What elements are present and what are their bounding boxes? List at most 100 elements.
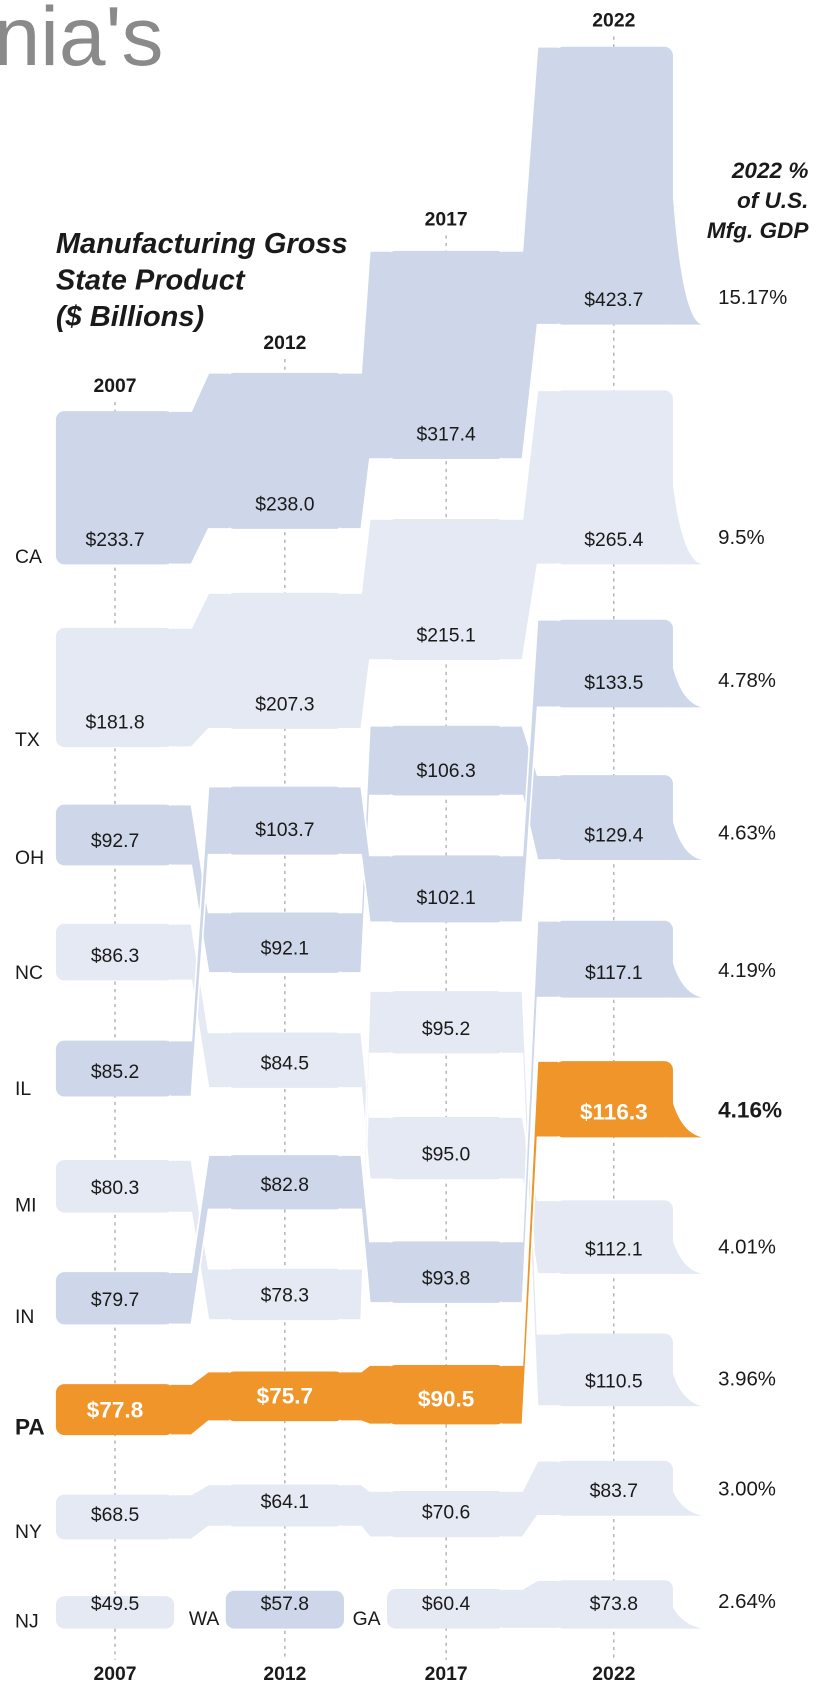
value-label: $233.7 (85, 529, 144, 551)
state-box (55, 627, 175, 748)
value-label: $103.7 (255, 819, 314, 841)
value-label: $423.7 (584, 289, 643, 311)
share-label: 15.17% (718, 287, 787, 309)
share-label: 4.16% (718, 1098, 782, 1123)
share-label: 9.5% (718, 527, 765, 549)
state-label: NJ (15, 1610, 39, 1632)
value-label: $112.1 (585, 1238, 643, 1260)
ribbon (500, 46, 560, 460)
state-box (554, 1460, 673, 1516)
state-box (55, 1384, 175, 1436)
state-label: CA (15, 546, 42, 568)
state-label: PA (15, 1415, 45, 1440)
chart-title: Manufacturing Gross (56, 228, 348, 260)
state-box (55, 923, 175, 981)
share-label: 3.96% (718, 1369, 776, 1391)
state-label: IN (15, 1306, 34, 1328)
value-label: $70.6 (422, 1502, 470, 1524)
state-box (387, 991, 506, 1054)
boxes (55, 46, 702, 1629)
ribbon (169, 785, 231, 1098)
value-label: $57.8 (261, 1593, 309, 1615)
ribbon (500, 1460, 560, 1539)
value-label: $80.3 (91, 1177, 139, 1199)
box-flare (666, 628, 702, 708)
value-label: $181.8 (85, 712, 144, 734)
ribbons (114, 36, 615, 1660)
labels: 2007 2007 2012 2012 2017 2017 2022 2022 $233.7 $2… (15, 10, 787, 1684)
year-label: 2007 (94, 1663, 137, 1684)
state-box (225, 1590, 344, 1629)
state-box (225, 1032, 344, 1088)
value-label: $117.1 (585, 962, 643, 984)
box-flare (666, 1588, 702, 1629)
value-label: $86.3 (91, 945, 139, 967)
state-box (55, 1159, 175, 1213)
year-label: 2022 (592, 10, 635, 32)
title-fragment: nia's (0, 0, 163, 83)
value-label: $106.3 (417, 760, 476, 782)
value-label: $49.5 (91, 1593, 139, 1615)
state-box (55, 1272, 175, 1325)
share-header: Mfg. GDP (707, 218, 809, 243)
year-label: 2012 (263, 332, 306, 354)
ribbon (169, 592, 231, 748)
value-label: $73.8 (590, 1593, 638, 1615)
value-label: $95.0 (422, 1144, 470, 1166)
value-label: $82.8 (261, 1174, 309, 1196)
share-label: 4.63% (718, 823, 776, 845)
share-header: 2022 % (731, 158, 809, 183)
state-box (55, 1494, 175, 1540)
chart-title: State Product (56, 264, 246, 296)
value-label: $77.8 (87, 1397, 143, 1422)
state-box (225, 372, 344, 529)
value-label: $102.1 (417, 887, 476, 909)
state-box (554, 46, 673, 325)
state-box (55, 1040, 175, 1097)
value-label: $78.3 (261, 1285, 309, 1307)
state-box (387, 1365, 506, 1425)
state-box (225, 912, 344, 973)
state-box (554, 920, 673, 998)
value-label: $317.4 (417, 423, 476, 445)
ribbon (500, 1060, 560, 1426)
value-label: $68.5 (91, 1504, 139, 1526)
state-box (554, 775, 673, 861)
ribbon (500, 1579, 560, 1630)
value-label: $92.7 (91, 830, 139, 852)
state-box (387, 1490, 506, 1538)
ribbon (169, 803, 231, 974)
state-box (225, 1371, 344, 1422)
ribbon (169, 1370, 231, 1436)
box-flare (666, 398, 702, 565)
ribbon (338, 1154, 393, 1304)
share-label: 4.01% (718, 1236, 776, 1258)
box-flare (666, 783, 702, 861)
state-box (554, 1200, 673, 1274)
value-label: $64.1 (261, 1491, 309, 1513)
box-flare (666, 1469, 702, 1516)
value-label: $92.1 (261, 937, 309, 959)
ribbon (500, 920, 560, 1304)
state-box (387, 1241, 506, 1303)
ribbon (169, 372, 231, 566)
value-label: $60.4 (422, 1593, 471, 1615)
value-label: $133.5 (584, 672, 643, 694)
state-box (387, 518, 506, 661)
ribbon (500, 619, 560, 924)
state-box (554, 390, 673, 565)
value-label: $83.7 (590, 1480, 638, 1502)
box-flare (666, 1342, 702, 1407)
state-label: NC (15, 962, 43, 984)
value-label: $79.7 (91, 1289, 139, 1311)
state-box (387, 250, 506, 460)
ribbon (169, 1154, 231, 1326)
value-label: $93.8 (422, 1267, 470, 1289)
share-label: 4.78% (718, 670, 776, 692)
share-label: 3.00% (718, 1478, 776, 1500)
ribbon (338, 250, 393, 530)
state-box (55, 1596, 175, 1629)
state-box (554, 1061, 673, 1138)
